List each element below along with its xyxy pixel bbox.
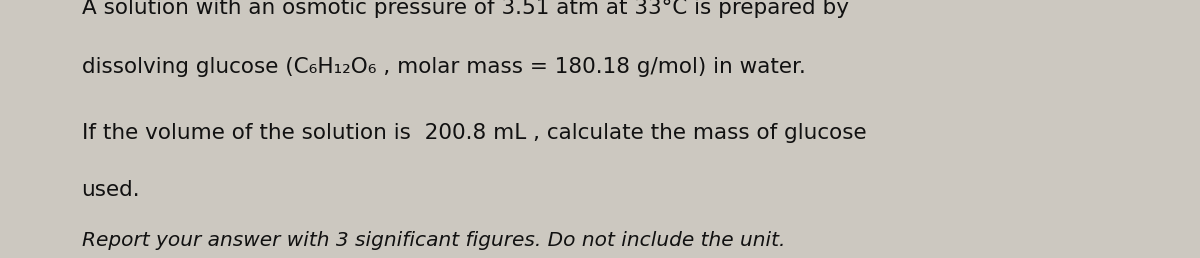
Text: used.: used. <box>82 180 140 200</box>
Text: If the volume of the solution is  200.8 mL , calculate the mass of glucose: If the volume of the solution is 200.8 m… <box>82 123 866 143</box>
Text: dissolving glucose (C₆H₁₂O₆ , molar mass = 180.18 g/mol) in water.: dissolving glucose (C₆H₁₂O₆ , molar mass… <box>82 57 805 77</box>
Text: Report your answer with 3 significant figures. Do not include the unit.: Report your answer with 3 significant fi… <box>82 231 785 250</box>
Text: A solution with an osmotic pressure of 3.51 atm at 33°C is prepared by: A solution with an osmotic pressure of 3… <box>82 0 848 18</box>
